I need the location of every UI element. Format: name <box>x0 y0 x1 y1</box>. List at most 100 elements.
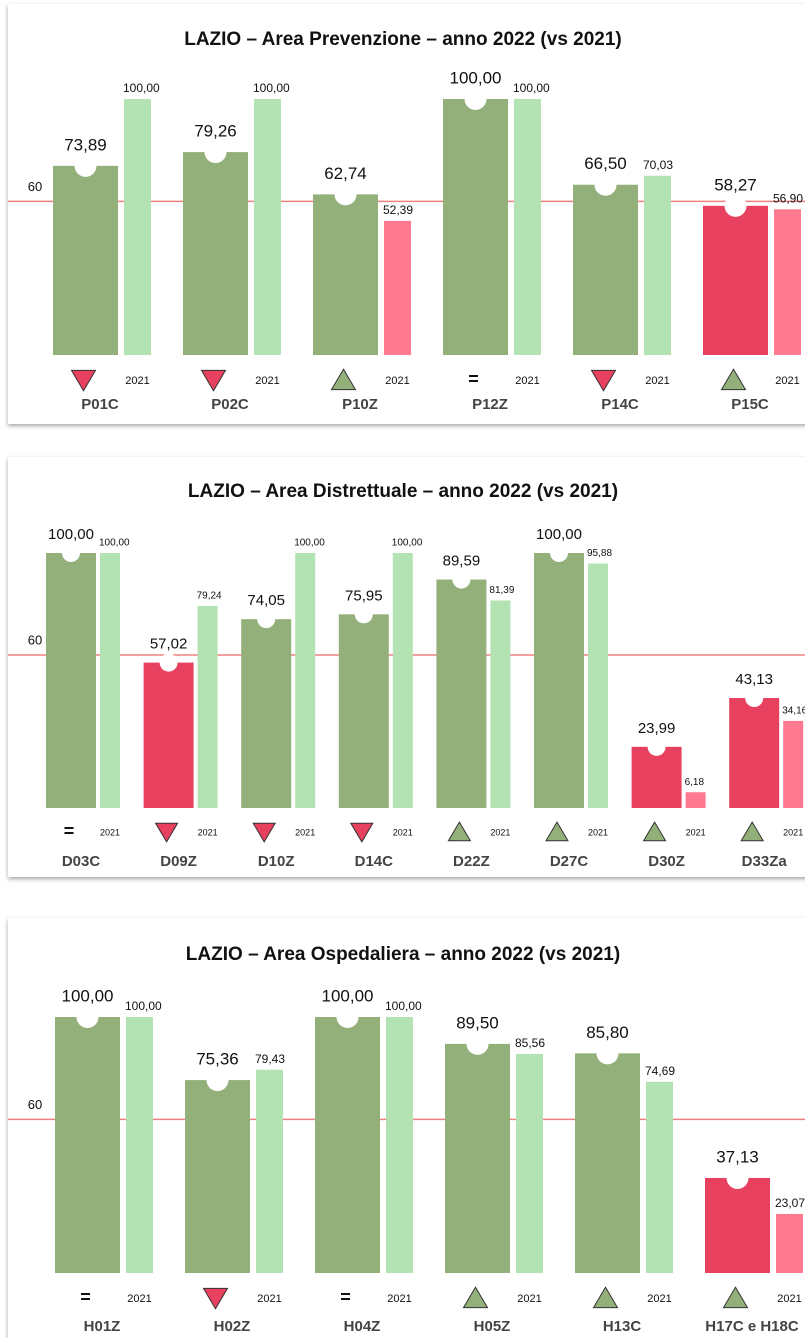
value-label-2022: 100,00 <box>536 526 582 543</box>
value-label-2022: 100,00 <box>48 526 94 543</box>
category-label: D14C <box>355 853 394 870</box>
plots: LAZIO – Area Prevenzione – anno 2022 (vs… <box>8 29 805 1335</box>
value-label-2022: 57,02 <box>150 636 188 653</box>
trend-up <box>720 368 747 391</box>
series-label: 2021 <box>588 827 608 837</box>
series-label: 2021 <box>198 827 218 837</box>
threshold-label: 60 <box>28 632 42 647</box>
value-label-2021: 100,00 <box>125 999 162 1013</box>
category-label: D33Za <box>742 853 788 870</box>
value-label-2022: 89,50 <box>456 1013 499 1032</box>
series-label: 2021 <box>295 827 315 837</box>
value-label-2022: 37,13 <box>716 1147 759 1166</box>
bar-2021 <box>197 605 218 808</box>
bar-notch <box>726 1166 749 1189</box>
value-label-2021: 85,56 <box>515 1036 545 1050</box>
bar-notch <box>550 544 568 562</box>
trend-down <box>154 822 179 843</box>
bar-notch <box>452 570 471 589</box>
bar-2022 <box>575 1053 640 1273</box>
trend-down <box>590 369 617 392</box>
trend-equal: = <box>80 1287 91 1307</box>
value-label-2021: 79,24 <box>197 591 222 602</box>
bar-2022 <box>46 553 96 808</box>
category-label: H05Z <box>474 1318 511 1335</box>
value-label-2022: 89,59 <box>443 553 481 570</box>
value-label-2022: 66,50 <box>584 154 627 173</box>
bar-2022 <box>143 662 194 808</box>
value-label-2022: 74,05 <box>247 592 285 609</box>
series-label: 2021 <box>127 1293 151 1305</box>
value-label-2021: 6,18 <box>685 777 705 788</box>
category-label: P02C <box>211 396 249 413</box>
bar-2022 <box>53 165 118 355</box>
bar-notch <box>724 194 747 217</box>
bar-notch <box>466 1032 489 1055</box>
value-label-2021: 100,00 <box>99 538 130 549</box>
bar-notch <box>596 1042 619 1065</box>
trend-up <box>462 1286 489 1309</box>
category-label: P01C <box>81 396 119 413</box>
bar-2022 <box>55 1017 120 1273</box>
trend-up <box>330 368 357 391</box>
bar-2021 <box>126 1017 153 1273</box>
bar-notch <box>62 544 80 562</box>
value-label-2021: 100,00 <box>123 81 160 95</box>
trend-down <box>70 369 97 392</box>
value-label-2022: 23,99 <box>638 720 676 737</box>
bar-2021 <box>392 553 413 808</box>
value-label-2021: 56,90 <box>773 192 803 206</box>
series-label: 2021 <box>385 375 409 387</box>
series-label: 2021 <box>490 827 510 837</box>
chart-title: LAZIO – Area Prevenzione – anno 2022 (vs… <box>184 29 622 50</box>
series-label: 2021 <box>255 375 279 387</box>
category-label: D10Z <box>258 853 295 870</box>
value-label-2022: 85,80 <box>586 1023 629 1042</box>
series-label: 2021 <box>777 1293 801 1305</box>
category-label: D09Z <box>160 853 197 870</box>
series-label: 2021 <box>517 1293 541 1305</box>
series-label: 2021 <box>100 827 120 837</box>
bar-notch <box>336 1006 359 1028</box>
bar-2021 <box>685 792 706 808</box>
category-label: H01Z <box>84 1318 121 1335</box>
trend-down <box>200 369 227 392</box>
bar-2021 <box>774 209 801 355</box>
value-label-2021: 52,39 <box>383 203 413 217</box>
bar-2021 <box>588 563 608 808</box>
bar-2021 <box>295 553 316 808</box>
trend-up <box>447 821 472 842</box>
series-label: 2021 <box>775 375 799 387</box>
value-label-2022: 58,27 <box>714 175 757 194</box>
bar-2021 <box>644 175 671 355</box>
bar-2021 <box>124 99 151 355</box>
category-label: D27C <box>550 853 589 870</box>
bar-2021 <box>386 1017 413 1273</box>
category-label: H04Z <box>344 1318 381 1335</box>
series-label: 2021 <box>515 375 539 387</box>
bar-2021 <box>100 553 120 808</box>
bar-2021 <box>776 1213 803 1273</box>
chart-title: LAZIO – Area Distrettuale – anno 2022 (v… <box>188 481 618 502</box>
category-label: H17C e H18C <box>705 1318 799 1335</box>
bar-2021 <box>516 1053 543 1273</box>
value-label-2022: 100,00 <box>322 986 374 1005</box>
bar-notch <box>159 653 178 672</box>
value-label-2021: 70,03 <box>643 158 673 172</box>
value-label-2022: 100,00 <box>450 68 502 87</box>
trend-up <box>722 1286 749 1309</box>
trend-up <box>592 1286 619 1309</box>
bar-2021 <box>646 1081 673 1273</box>
bar-2022 <box>703 205 768 355</box>
bar-2022 <box>729 698 780 808</box>
bar-2022 <box>241 619 292 808</box>
value-label-2021: 100,00 <box>253 81 290 95</box>
value-label-2022: 62,74 <box>324 164 367 183</box>
bar-notch <box>334 183 357 206</box>
trend-equal: = <box>340 1287 351 1307</box>
bar-notch <box>647 737 666 756</box>
value-label-2022: 43,13 <box>735 671 773 688</box>
series-label: 2021 <box>257 1293 281 1305</box>
bar-notch <box>594 173 617 196</box>
